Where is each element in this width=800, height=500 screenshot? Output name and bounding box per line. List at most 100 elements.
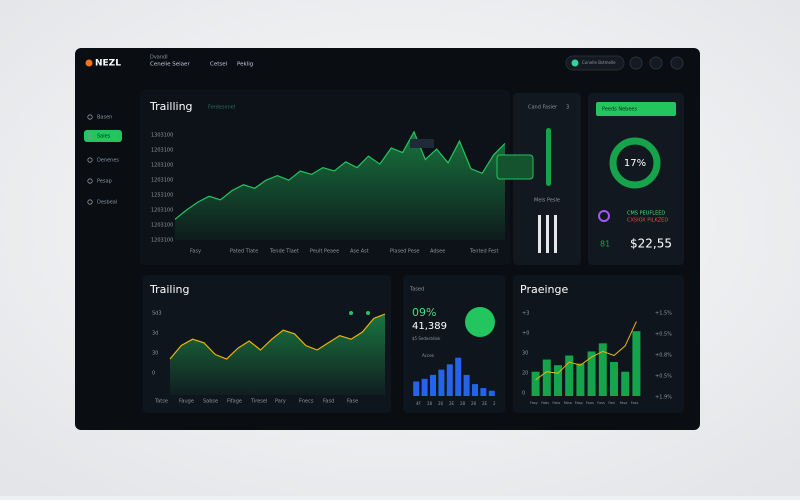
nav-item[interactable]: Cenelie Seiaer [150,62,190,68]
x-label: 2E [482,401,488,406]
tooltip [410,139,434,148]
status: Conelle Bstmelle [582,60,616,65]
bar-icon [546,215,549,253]
nav-label[interactable]: Denenes [97,158,119,164]
nav-icon [87,114,93,120]
bar [554,365,562,396]
logo: NEZL [95,59,121,69]
x-label: Fnecs [299,399,314,405]
x-label: Fase [347,399,358,405]
y-label: 30 [152,351,158,357]
icon-button[interactable] [649,56,663,70]
main-subtitle: Ferdesenel [208,105,235,111]
icon-button[interactable] [670,56,684,70]
y2-label: +1.9% [655,395,672,401]
nav-active[interactable] [84,130,122,142]
donut-label: 17% [624,158,646,169]
nav-item[interactable]: Peklig [237,62,253,68]
x-label: Tiresel [250,399,267,405]
x-label: Faos [586,401,594,405]
bar [438,369,445,396]
donut [609,137,661,189]
bar-icon [554,215,557,253]
y-label: 1203100 [151,148,173,154]
x-label: Pated Tlate [230,249,258,255]
side-label: Mels Pesle [534,198,560,204]
summary-note: $5 Sedestdiok [412,336,441,341]
x-label: Fasy [530,401,538,405]
stats-line: CMS PEUFLEED [627,211,665,217]
y-label: 20 [522,371,528,377]
stats-icon [598,210,610,222]
y2-label: +0.5% [655,374,672,380]
nav-label[interactable]: Basen [97,115,112,121]
y-label: 3d [152,331,158,337]
icon-button[interactable] [629,56,643,70]
bar [531,371,540,396]
bar [455,357,462,396]
y-label: 1203100 [151,163,173,169]
x-label: 28 [460,401,466,406]
y2-label: +1.5% [655,311,672,317]
x-label: 26 [438,401,444,406]
legend-dot [366,311,370,315]
stats-small: 81 [600,240,610,249]
y-label: 1303100 [151,133,173,139]
summary-badge [465,307,495,337]
bar [472,384,478,396]
nav-label[interactable]: Sales [97,134,111,140]
nav-icon [87,199,93,205]
focus-card[interactable] [496,154,534,180]
trend-title: Trailing [149,283,190,296]
bar [598,343,607,396]
x-label: Fasl [608,401,615,405]
y2-label: +0.5% [655,332,672,338]
summary-legend: Accee [422,353,435,358]
nav-icon [87,157,93,163]
x-label: 2E [449,401,455,406]
summary-title: Tased [409,287,424,293]
nav-icon [87,178,93,184]
nav-item[interactable]: Cetsel [210,62,228,68]
bar [632,331,641,396]
bar [430,374,436,396]
status-dot [571,59,579,67]
x-label: Fasd [323,399,334,405]
status-pill[interactable] [565,55,625,71]
bar [621,371,630,396]
nav-icon [87,133,93,139]
area [175,131,505,240]
y-label: 1203100 [151,238,173,244]
y-label: 0 [152,371,155,377]
y-label: 1203100 [151,178,173,184]
nav-caption: Dvandl [150,55,168,61]
bar [421,378,428,396]
stats-button-label: Peeds Nebees [602,107,638,113]
nav-label[interactable]: Desbeal [97,200,117,206]
main-title: Trailling [149,100,193,113]
side-title: Cand Fasier [528,105,558,111]
stats-button[interactable] [596,102,676,116]
nav-label[interactable]: Pesap [97,179,112,185]
logo-dot [85,59,93,67]
bar-icon [538,215,541,253]
summary-total: 41,389 [412,321,447,332]
y2-label: +0.8% [655,353,672,359]
y-label: Sd3 [152,311,162,317]
bar [480,388,487,396]
x-label: Fifage [227,399,242,405]
x-label: Ase Ast [350,249,369,255]
area [170,314,385,395]
line [535,321,637,381]
x-label: Fasy [190,249,201,255]
bar [446,364,453,396]
slider[interactable] [546,128,551,186]
x-label: 2 [493,401,496,406]
x-label: Fabs [552,401,560,405]
stats-line: CXSIOX PILKZED [627,218,668,224]
bar [542,359,551,396]
y-label: 1203100 [151,223,173,229]
y-label: 1203100 [151,208,173,214]
y-label: +3 [522,311,529,317]
